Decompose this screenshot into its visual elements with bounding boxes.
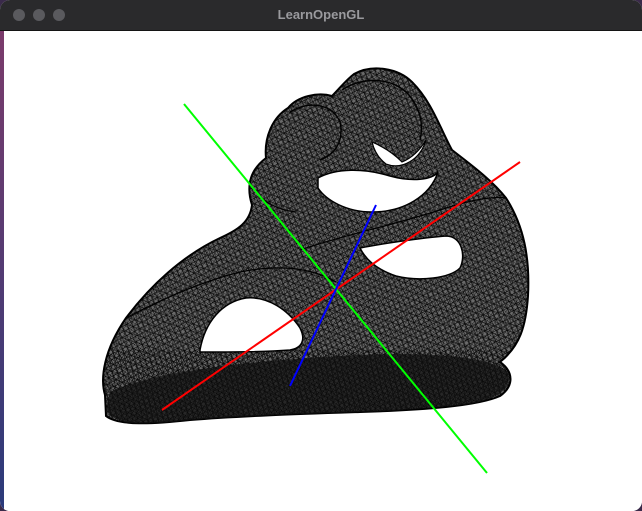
scene-canvas	[102, 67, 530, 474]
opengl-viewport[interactable]	[0, 31, 642, 511]
x-axis	[161, 161, 521, 411]
window-title: LearnOpenGL	[277, 7, 365, 22]
coordinate-axes	[161, 103, 521, 474]
title-bar[interactable]: LearnOpenGL	[0, 0, 642, 31]
z-axis	[289, 204, 377, 387]
desktop-background-edge	[0, 31, 4, 511]
minimize-button[interactable]	[33, 9, 45, 21]
close-button[interactable]	[13, 9, 25, 21]
sculpture-mesh	[102, 67, 530, 425]
zoom-button[interactable]	[53, 9, 65, 21]
